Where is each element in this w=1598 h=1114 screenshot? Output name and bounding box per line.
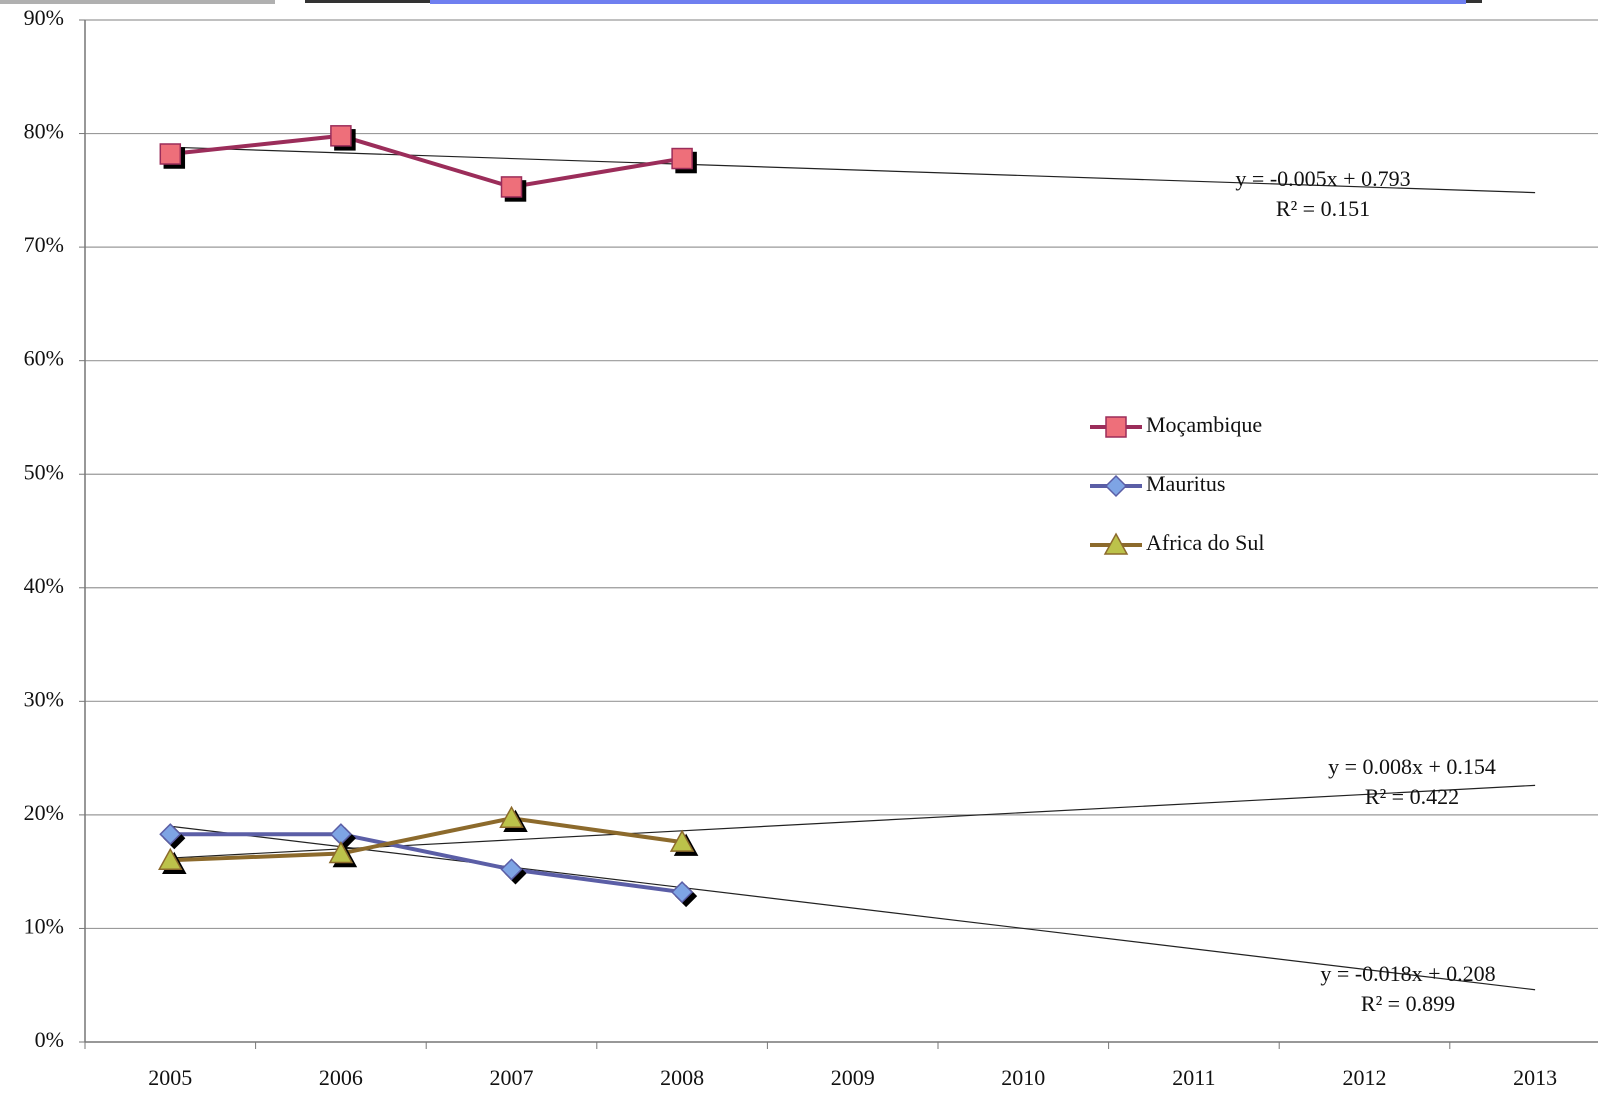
y-tick-label: 20% <box>24 800 64 825</box>
x-tick-label: 2011 <box>1172 1065 1215 1090</box>
marker <box>499 805 524 829</box>
marker <box>671 147 693 170</box>
trendline-r2: R² = 0.151 <box>1276 196 1370 221</box>
legend-label: Mauritus <box>1146 471 1225 496</box>
legend-marker <box>1105 416 1127 438</box>
x-tick-label: 2008 <box>660 1065 704 1090</box>
legend-marker <box>1103 532 1129 555</box>
x-tick-label: 2013 <box>1513 1065 1557 1090</box>
top-bar <box>0 0 275 4</box>
y-tick-label: 0% <box>35 1027 64 1052</box>
top-bar <box>305 0 430 3</box>
legend-label: Africa do Sul <box>1146 530 1265 555</box>
y-tick-label: 90% <box>24 5 64 30</box>
top-bar <box>430 0 1466 4</box>
x-tick-label: 2007 <box>490 1065 534 1090</box>
series-line <box>170 832 683 895</box>
trendline-r2: R² = 0.899 <box>1361 991 1455 1016</box>
trendline-r2: R² = 0.422 <box>1365 784 1459 809</box>
trendline-equation: y = 0.008x + 0.154 <box>1328 754 1496 779</box>
x-tick-label: 2009 <box>831 1065 875 1090</box>
trendline <box>170 825 1536 991</box>
marker <box>500 176 523 198</box>
y-tick-label: 80% <box>24 119 64 144</box>
x-tick-label: 2010 <box>1001 1065 1045 1090</box>
x-tick-label: 2005 <box>148 1065 192 1090</box>
y-tick-label: 50% <box>24 459 64 484</box>
x-tick-label: 2006 <box>319 1065 363 1090</box>
marker <box>669 829 695 852</box>
y-tick-label: 40% <box>24 573 64 598</box>
series-line <box>170 816 683 863</box>
y-tick-label: 60% <box>24 346 64 371</box>
trendline-equation: y = -0.005x + 0.793 <box>1235 166 1410 191</box>
marker <box>671 881 694 904</box>
top-bar <box>1466 0 1482 3</box>
marker <box>159 143 182 165</box>
y-tick-label: 10% <box>24 913 64 938</box>
marker <box>159 823 182 846</box>
legend-label: Moçambique <box>1146 412 1262 437</box>
x-tick-label: 2012 <box>1343 1065 1387 1090</box>
marker <box>330 125 352 147</box>
marker <box>328 840 354 864</box>
series-line <box>170 133 683 189</box>
y-tick-label: 70% <box>24 232 64 257</box>
marker <box>158 847 183 871</box>
legend-marker <box>1104 474 1128 498</box>
y-tick-label: 30% <box>24 686 64 711</box>
marker <box>500 858 523 881</box>
trendline-equation: y = -0.018x + 0.208 <box>1320 961 1495 986</box>
